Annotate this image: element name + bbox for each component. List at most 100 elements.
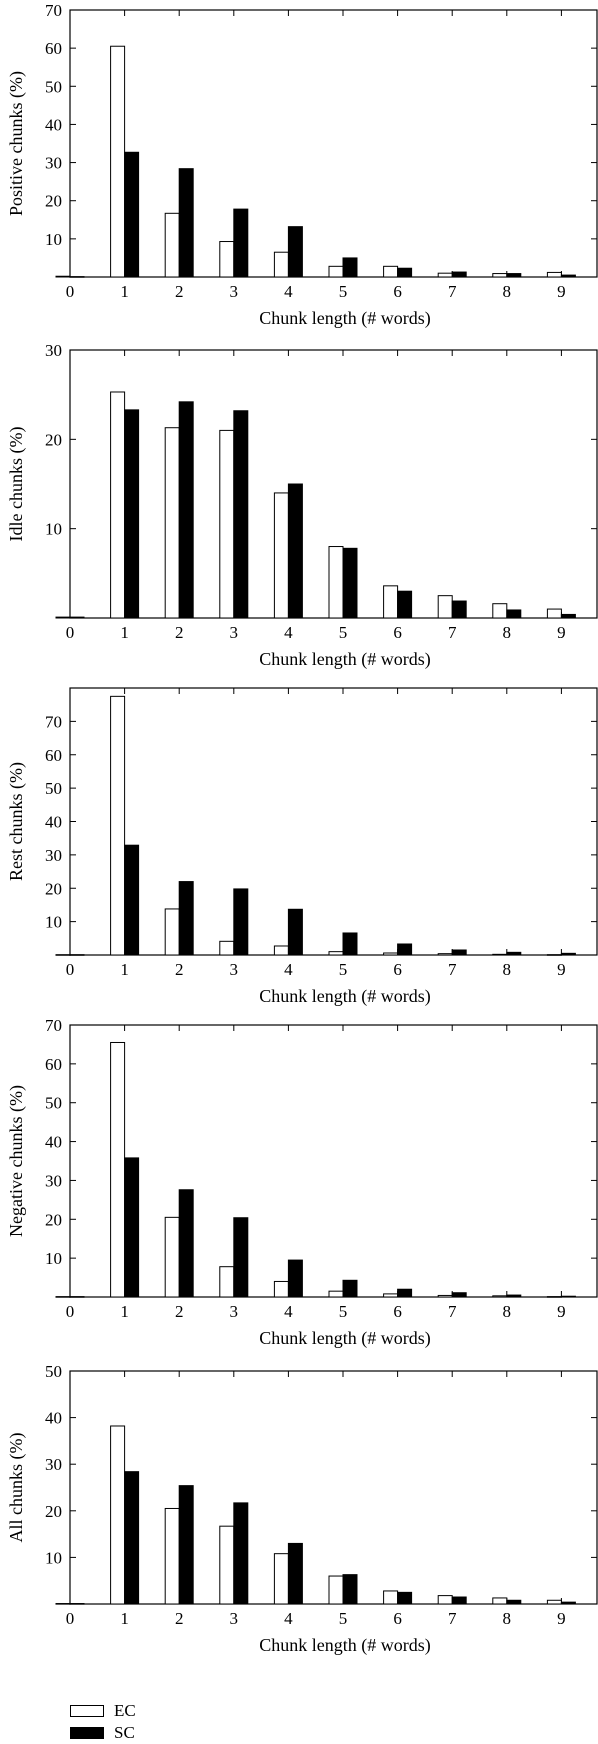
x-tick-label: 6	[393, 960, 402, 979]
bar-sc-8	[506, 1599, 522, 1605]
legend-label-sc: SC	[114, 1723, 135, 1742]
x-tick-label: 2	[175, 960, 184, 979]
x-tick-label: 9	[557, 623, 566, 642]
x-tick-label: 1	[120, 960, 129, 979]
bar-ec-8	[492, 273, 508, 278]
bar-sc-7	[451, 1292, 467, 1298]
x-tick-label: 7	[448, 282, 457, 301]
bar-ec-1	[110, 1425, 126, 1605]
y-tick-label: 10	[45, 230, 62, 249]
x-tick-label: 3	[230, 1302, 239, 1321]
x-tick-label: 5	[339, 282, 348, 301]
bar-sc-6	[397, 943, 413, 956]
bar-sc-5	[342, 257, 358, 278]
x-tick-label: 3	[230, 1609, 239, 1628]
bar-ec-7	[437, 1595, 453, 1605]
bar-ec-1	[110, 1041, 126, 1298]
x-tick-label: 4	[284, 1302, 293, 1321]
y-tick-label: 40	[45, 1133, 62, 1152]
x-tick-label: 0	[66, 1609, 75, 1628]
y-tick-label: 20	[45, 879, 62, 898]
bar-sc-6	[397, 1288, 413, 1298]
bar-sc-4	[287, 226, 303, 278]
bar-ec-1	[110, 45, 126, 278]
x-tick-label: 5	[339, 960, 348, 979]
y-tick-label: 70	[45, 1016, 62, 1035]
x-tick-label: 1	[120, 1302, 129, 1321]
plot-frame	[69, 1024, 598, 1298]
bar-ec-8	[492, 1597, 508, 1605]
x-tick-label: 8	[503, 1302, 512, 1321]
bar-ec-9	[546, 1599, 562, 1605]
y-axis-label: All chunks (%)	[6, 1433, 27, 1543]
chart-panel-3: 10 20 30 40 50 60 70 0 1 2 3 4 5 6 7 8 9 Chunk length (# …	[6, 687, 598, 1007]
bar-ec-5	[328, 546, 344, 619]
y-tick-label: 10	[45, 1548, 62, 1567]
bar-ec-2	[164, 1507, 180, 1605]
bar-sc-2	[178, 881, 194, 956]
bar-ec-0	[55, 1296, 71, 1298]
bar-ec-9	[546, 271, 562, 278]
x-axis-label: Chunk length (# words)	[259, 986, 430, 1007]
bar-sc-1	[124, 1471, 140, 1605]
x-tick-label: 4	[284, 282, 293, 301]
bar-sc-0	[69, 1296, 85, 1298]
x-tick-label: 0	[66, 282, 75, 301]
x-axis-label: Chunk length (# words)	[259, 649, 430, 670]
y-axis-label: Idle chunks (%)	[6, 427, 27, 542]
y-tick-label: 10	[45, 1249, 62, 1268]
bar-sc-1	[124, 409, 140, 619]
y-tick-label: 30	[45, 1171, 62, 1190]
legend-swatch-ec	[70, 1705, 104, 1717]
bar-ec-1	[110, 695, 126, 956]
bar-sc-3	[233, 888, 249, 956]
bar-ec-0	[55, 275, 71, 278]
bar-ec-9	[546, 1296, 562, 1298]
bar-sc-5	[342, 547, 358, 619]
bar-sc-4	[287, 1259, 303, 1298]
y-tick-label: 60	[45, 39, 62, 58]
x-tick-label: 2	[175, 282, 184, 301]
x-tick-label: 4	[284, 623, 293, 642]
bar-sc-5	[342, 932, 358, 956]
bar-sc-6	[397, 267, 413, 278]
bar-ec-5	[328, 951, 344, 956]
bar-ec-4	[273, 251, 289, 278]
bar-ec-0	[55, 1603, 71, 1605]
bar-ec-3	[219, 940, 235, 956]
bar-ec-0	[55, 616, 71, 619]
bar-sc-4	[287, 483, 303, 619]
y-tick-label: 20	[45, 430, 62, 449]
y-tick-label: 40	[45, 115, 62, 134]
x-tick-label: 9	[557, 1609, 566, 1628]
bar-ec-3	[219, 241, 235, 278]
bar-sc-4	[287, 1542, 303, 1605]
bar-sc-2	[178, 401, 194, 619]
x-tick-label: 1	[120, 1609, 129, 1628]
x-axis-label: Chunk length (# words)	[259, 308, 430, 329]
x-tick-label: 9	[557, 960, 566, 979]
y-tick-label: 50	[45, 77, 62, 96]
x-tick-label: 7	[448, 623, 457, 642]
bar-sc-8	[506, 609, 522, 619]
x-tick-label: 0	[66, 960, 75, 979]
bar-sc-7	[451, 271, 467, 278]
bar-sc-3	[233, 410, 249, 619]
plot-frame	[69, 1370, 598, 1605]
legend: EC SC	[70, 1700, 136, 1744]
bar-sc-7	[451, 600, 467, 619]
x-tick-label: 2	[175, 1302, 184, 1321]
bar-ec-6	[383, 1590, 399, 1605]
y-tick-label: 70	[45, 712, 62, 731]
x-tick-label: 6	[393, 623, 402, 642]
x-tick-label: 0	[66, 623, 75, 642]
bar-sc-9	[560, 1601, 576, 1605]
bar-ec-2	[164, 908, 180, 956]
legend-item-ec: EC	[70, 1700, 136, 1722]
x-tick-label: 6	[393, 282, 402, 301]
bar-sc-1	[124, 1157, 140, 1298]
bar-sc-2	[178, 1189, 194, 1298]
bar-sc-4	[287, 908, 303, 956]
y-axis-label: Negative chunks (%)	[6, 1085, 27, 1237]
bar-sc-1	[124, 151, 140, 278]
